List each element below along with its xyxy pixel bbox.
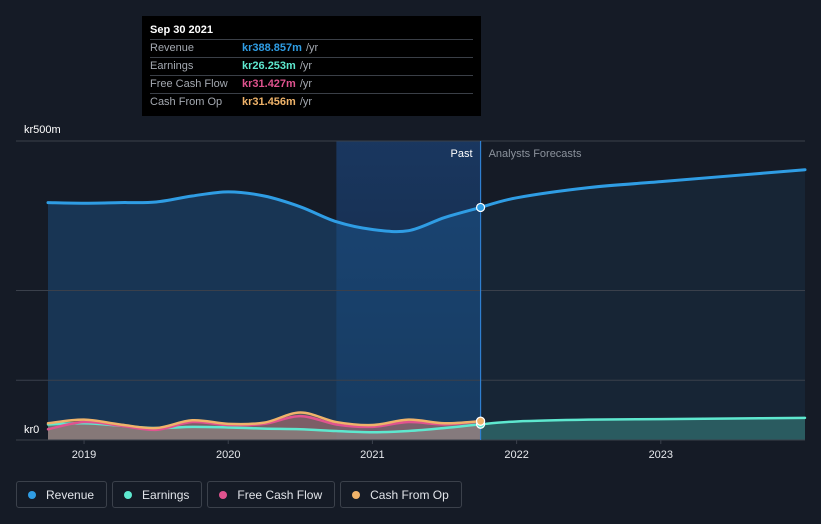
x-tick-label: 2023 (649, 449, 673, 461)
x-tick-label: 2019 (72, 449, 96, 461)
x-tick-label: 2021 (360, 449, 384, 461)
earnings-forecast-line (479, 416, 807, 426)
legend-item-free-cash-flow[interactable]: Free Cash Flow (207, 481, 336, 508)
legend-dot-icon (28, 490, 36, 499)
revenue-marker (475, 202, 486, 213)
legend-item-revenue[interactable]: Revenue (16, 481, 108, 508)
tooltip-value: kr31.427m (242, 78, 296, 90)
forecast-label: Analysts Forecasts (489, 148, 582, 160)
legend-label: Earnings (142, 487, 190, 502)
legend-label: Revenue (46, 487, 95, 502)
revenue-forecast-area (480, 169, 805, 441)
x-tick-label: 2022 (504, 449, 528, 461)
revenue-area (48, 191, 481, 440)
x-tick-label: 2020 (216, 449, 240, 461)
tooltip-label: Free Cash Flow (150, 78, 228, 90)
tooltip-unit: /yr (299, 60, 313, 72)
tooltip-unit: /yr (299, 78, 313, 90)
tooltip-value: kr26.253m (242, 60, 296, 72)
cash-from-op-marker (475, 416, 486, 426)
revenue-forecast-line (479, 168, 807, 209)
tooltip-row-cash-from-op: Cash From Op kr31.456m /yr (150, 93, 473, 111)
tooltip-value: kr388.857m (242, 42, 302, 54)
revenue-line (46, 190, 483, 234)
tooltip-label: Cash From Op (150, 96, 223, 108)
tooltip-label: Revenue (150, 42, 195, 54)
earnings-forecast-area (480, 417, 805, 440)
legend-item-cash-from-op[interactable]: Cash From Op (340, 481, 462, 508)
tooltip-row-revenue: Revenue kr388.857m /yr (150, 39, 473, 57)
cash-from-op-line (46, 411, 482, 430)
tooltip-row-free-cash-flow: Free Cash Flow kr31.427m /yr (150, 75, 473, 93)
tooltip-unit: /yr (299, 96, 313, 108)
tooltip-row-earnings: Earnings kr26.253m /yr (150, 57, 473, 75)
y-axis-top-label: kr500m (24, 124, 61, 136)
chart-tooltip: Sep 30 2021 Revenue kr388.857m /yr Earni… (142, 16, 481, 116)
tooltip-value: kr31.456m (242, 96, 296, 108)
legend-dot-icon (124, 490, 133, 499)
legend-label: Free Cash Flow (237, 487, 323, 502)
tooltip-date: Sep 30 2021 (150, 24, 213, 36)
legend-item-earnings[interactable]: Earnings (112, 481, 203, 508)
legend-dot-icon (219, 490, 228, 499)
earnings-area (48, 423, 481, 440)
legend-label: Cash From Op (370, 487, 449, 502)
y-axis-bottom-label: kr0 (24, 424, 39, 436)
past-label: Past (451, 148, 473, 160)
legend-dot-icon (352, 490, 361, 499)
chart-legend: Revenue Earnings Free Cash Flow Cash Fro… (16, 481, 467, 508)
tooltip-label: Earnings (150, 60, 194, 72)
tooltip-unit: /yr (305, 42, 319, 54)
